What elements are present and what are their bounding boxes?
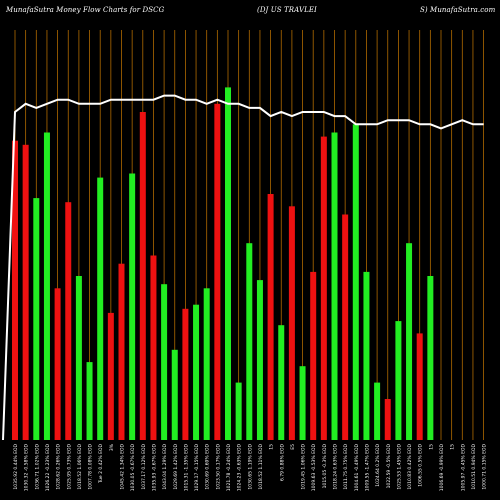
x-tick-label: E5 [290,444,296,450]
chart-title-left: MunafaSutra Money Flow Charts for DSCG [6,6,165,14]
x-tick-label: Tue 2 0.42% EOD [98,443,104,484]
x-tick-label: 1004.61 -0.49% EOD [354,443,360,491]
x-tick-label: 1006.55 0.5% EOD [418,443,424,486]
bar [288,206,295,440]
x-tick-label: 1029.17 -0.15% EOD [194,443,200,491]
bar [395,321,402,440]
bar [320,136,327,440]
x-tick-label: 1036.71 1.02% EOD [34,443,40,489]
bar [374,382,381,440]
chart-title-right: S) MunafaSutra.com [420,6,496,14]
bars-group [12,87,434,441]
x-tick-label: 1010.51 0.94% EOD [471,443,477,489]
bar [427,276,434,440]
x-tick-label: 1015.31 -1.35% EOD [183,443,189,491]
bar [182,308,189,440]
bar [150,255,157,440]
x-tick-label: 1021.78 -0.24% EOD [226,443,232,491]
bar [43,132,50,440]
bar [384,399,391,440]
x-tick-label: 1010.83 0.42% EOD [407,443,413,489]
x-tick-label: 1026.22 -0.23% EOD [45,443,51,491]
bar [363,271,370,440]
price-line-group [2,94,484,441]
x-tick-label: 1035.93 -0.67% EOD [151,443,157,491]
x-tick-label: 15 [450,444,456,450]
bar [203,288,210,440]
bar [75,276,82,440]
x-tick-label: 1045.42 1.34% EOD [120,443,126,489]
x-tick-label: 1023.50 0.17% EOD [215,443,221,489]
x-tick-label: 1024.64 0.2% EOD [375,443,381,486]
bar [299,366,306,440]
x-tick-label: 6.79 0.88% EOD [279,443,285,481]
x-tick-label: 1025.95 0.73% EOD [66,443,72,489]
price-line [2,94,484,441]
x-tick-label: 1006.69 -0.99% EOD [439,443,445,491]
x-tick-label: 1030.32 -0.58% EOD [24,443,30,491]
x-tick-label: 1019.45 1.06% EOD [301,443,307,489]
bar [171,349,178,440]
bar [97,177,104,440]
x-tick-label: 1035.92 0.44% EOD [13,443,19,489]
bar [225,87,231,441]
x-tick-label: 1030.05 -0.67% EOD [130,443,136,491]
bar [416,333,423,440]
bar [129,173,136,440]
bar [86,362,93,440]
x-tick-label: 1018.52 1.11% EOD [258,443,264,489]
x-tick-label: 1009.55 -1.47% EOD [364,443,370,491]
bar [193,304,200,440]
bar [352,124,359,441]
bar [12,140,18,440]
x-tick-label: 1015.05 -0.3% EOD [322,443,328,488]
bar [256,280,263,440]
x-tick-label: 1022.59 -0.5% EOD [386,443,392,488]
bar [214,103,221,441]
x-tick-label: 1024.23 -0.63% EOD [237,443,243,491]
bar [118,263,125,440]
x-tick-label: 1000.71 0.15% EOD [482,443,488,489]
bar [235,382,242,440]
bar [342,214,349,440]
x-tick-labels: 1035.92 0.44% EOD 1030.32 -0.58% EOD 1036.… [13,443,488,491]
x-tick-label: 1007.78 0.08% EOD [88,443,94,489]
bar [65,202,72,440]
x-tick-label: 3% [109,443,115,451]
x-tick-label: 1011.75 0.75% EOD [343,443,349,489]
bar [310,271,317,440]
x-tick-label: 1030.69 0.69% EOD [205,443,211,489]
bar [33,198,40,440]
chart-title-mid: (DJ US TRAVLEI [257,6,317,14]
x-tick-label: 15 [269,444,275,450]
x-tick-label: 1009.63 -0.53% EOD [311,443,317,491]
bar [331,132,338,440]
bar [54,288,61,440]
x-tick-label: 1005.97 -0.45% EOD [460,443,466,491]
bar [406,243,413,440]
x-tick-label: 1018.52 1.06% EOD [77,443,83,489]
x-tick-label: 1029.69 1.42% EOD [173,443,179,489]
x-tick-label: 15 [428,444,434,450]
bar [278,325,285,440]
bar [139,112,146,440]
bar [267,194,274,440]
x-tick-label: 1018.24 0.63% EOD [333,443,339,489]
x-tick-label: 1025.53 1.45% EOD [396,443,402,489]
bar [161,284,168,440]
x-tick-label: 1028.62 0.26% EOD [56,443,62,489]
bar [246,243,253,440]
x-tick-label: 1043.04 1.29% EOD [162,443,168,489]
bar [22,144,29,441]
bar [107,312,114,440]
x-tick-label: 1030.65 1.19% EOD [247,443,253,489]
x-tick-label: 1037.17 0.12% EOD [141,443,147,489]
